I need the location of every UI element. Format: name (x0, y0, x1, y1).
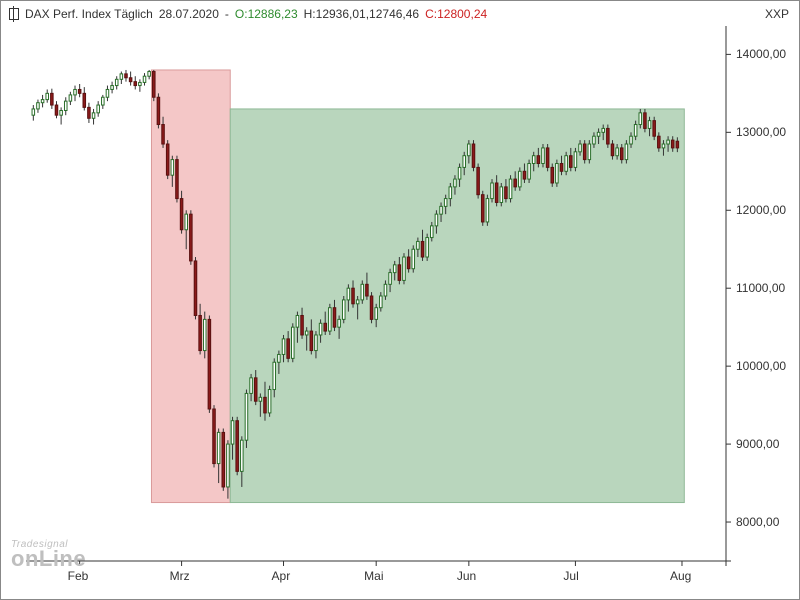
x-tick-label: Jul (563, 569, 578, 583)
y-tick-label: 14000,00 (736, 47, 786, 61)
x-tick-label: Mai (364, 569, 383, 583)
y-tick-label: 8000,00 (736, 515, 779, 529)
y-tick-label: 12000,00 (736, 203, 786, 217)
y-tick-label: 10000,00 (736, 359, 786, 373)
y-tick-label: 13000,00 (736, 125, 786, 139)
chart-container: DAX Perf. Index Täglich 28.07.2020 - O:1… (0, 0, 800, 600)
y-tick-label: 11000,00 (736, 281, 785, 295)
x-tick-label: Jun (457, 569, 476, 583)
x-tick-label: Apr (272, 569, 291, 583)
x-tick-label: Aug (670, 569, 691, 583)
x-tick-label: Mrz (170, 569, 190, 583)
tradesignal-logo: Tradesignal onLine (11, 540, 86, 569)
x-tick-label: Feb (68, 569, 89, 583)
y-tick-label: 9000,00 (736, 437, 779, 451)
candlestick-chart[interactable] (1, 1, 800, 600)
